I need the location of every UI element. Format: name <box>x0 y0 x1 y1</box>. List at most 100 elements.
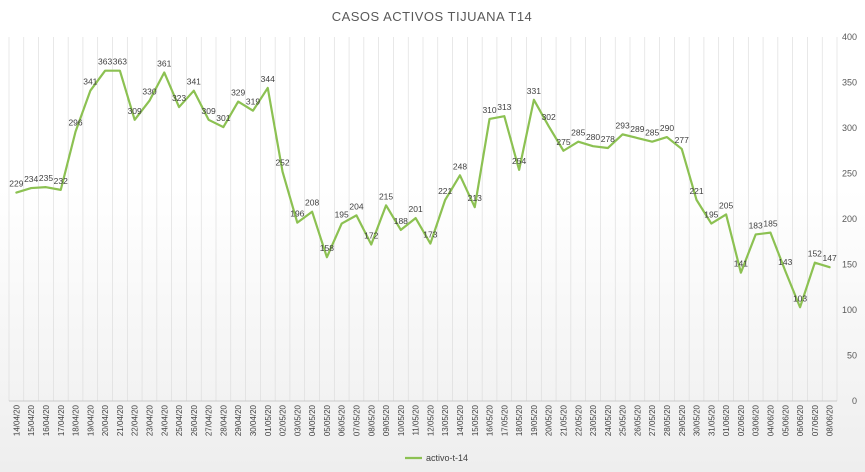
data-point[interactable] <box>635 136 639 140</box>
data-label: 363 <box>98 57 112 67</box>
data-point[interactable] <box>118 69 122 73</box>
data-point[interactable] <box>251 109 255 113</box>
data-point[interactable] <box>561 149 565 153</box>
x-tick-label: 03/06/20 <box>752 404 761 436</box>
data-label: 319 <box>246 97 260 107</box>
data-point[interactable] <box>310 210 314 214</box>
data-point[interactable] <box>517 168 521 172</box>
x-tick-label: 27/05/20 <box>648 404 657 436</box>
x-tick-label: 07/06/20 <box>811 404 820 436</box>
data-point[interactable] <box>74 130 78 134</box>
data-point[interactable] <box>502 114 506 118</box>
data-point[interactable] <box>739 271 743 275</box>
data-point[interactable] <box>147 99 151 103</box>
data-label: 188 <box>394 216 408 226</box>
data-point[interactable] <box>340 222 344 226</box>
data-point[interactable] <box>281 170 285 174</box>
series-layer <box>14 69 832 309</box>
x-tick-label: 21/05/20 <box>559 404 568 436</box>
x-tick-label: 31/05/20 <box>707 404 716 436</box>
x-tick-label: 29/04/20 <box>234 404 243 436</box>
x-tick-label: 04/06/20 <box>766 404 775 436</box>
x-tick-label: 05/05/20 <box>323 404 332 436</box>
data-point[interactable] <box>473 205 477 209</box>
data-point[interactable] <box>754 232 758 236</box>
data-point[interactable] <box>266 86 270 90</box>
y-tick-label: 0 <box>852 396 857 406</box>
data-label: 329 <box>231 88 245 98</box>
data-point[interactable] <box>59 188 63 192</box>
data-point[interactable] <box>709 222 713 226</box>
data-point[interactable] <box>547 124 551 128</box>
data-point[interactable] <box>783 269 787 273</box>
data-label: 201 <box>409 204 423 214</box>
data-point[interactable] <box>177 105 181 109</box>
data-point[interactable] <box>828 265 832 269</box>
legend[interactable]: activo-t-14 <box>405 453 468 463</box>
y-axis: 0 50 100 150 200 250 300 350 400 <box>842 32 857 406</box>
x-tick-label: 22/05/20 <box>574 404 583 436</box>
data-label: 196 <box>290 209 304 219</box>
x-tick-label: 11/05/20 <box>412 404 421 435</box>
data-point[interactable] <box>103 69 107 73</box>
data-point[interactable] <box>295 221 299 225</box>
x-tick-label: 26/04/20 <box>190 404 199 436</box>
series-line-activo-t-14[interactable] <box>15 69 831 309</box>
x-tick-label: 09/05/20 <box>382 404 391 436</box>
data-point[interactable] <box>29 186 33 190</box>
data-point[interactable] <box>354 213 358 217</box>
data-point[interactable] <box>813 261 817 265</box>
x-tick-label: 08/05/20 <box>367 404 376 436</box>
x-tick-label: 23/05/20 <box>589 404 598 436</box>
data-point[interactable] <box>576 140 580 144</box>
data-point[interactable] <box>488 117 492 121</box>
data-point[interactable] <box>621 132 625 136</box>
data-point[interactable] <box>591 144 595 148</box>
data-point[interactable] <box>695 198 699 202</box>
data-point[interactable] <box>207 118 211 122</box>
x-tick-label: 05/06/20 <box>781 404 790 436</box>
y-tick-label: 100 <box>842 305 857 315</box>
x-tick-label: 14/04/20 <box>12 404 21 436</box>
data-point[interactable] <box>399 228 403 232</box>
data-point[interactable] <box>532 98 536 102</box>
data-point[interactable] <box>768 231 772 235</box>
data-label: 363 <box>113 57 127 67</box>
data-point[interactable] <box>44 185 48 189</box>
x-tick-label: 23/04/20 <box>145 404 154 436</box>
data-point[interactable] <box>221 125 225 129</box>
data-point[interactable] <box>606 146 610 150</box>
data-point[interactable] <box>458 173 462 177</box>
data-label: 103 <box>793 293 807 303</box>
x-tick-label: 16/05/20 <box>486 404 495 436</box>
data-label: 290 <box>660 123 674 133</box>
data-label: 331 <box>527 86 541 96</box>
data-point[interactable] <box>798 305 802 309</box>
x-tick-label: 10/05/20 <box>397 404 406 436</box>
data-point[interactable] <box>428 242 432 246</box>
data-point[interactable] <box>414 216 418 220</box>
data-point[interactable] <box>724 212 728 216</box>
data-point[interactable] <box>325 255 329 259</box>
data-point[interactable] <box>88 89 92 93</box>
gridlines <box>8 37 838 401</box>
chart-title: CASOS ACTIVOS TIJUANA T14 <box>332 9 533 24</box>
x-tick-label: 03/05/20 <box>293 404 302 436</box>
data-point[interactable] <box>133 118 137 122</box>
data-point[interactable] <box>192 89 196 93</box>
data-point[interactable] <box>162 70 166 74</box>
data-label: 205 <box>719 200 733 210</box>
data-point[interactable] <box>665 135 669 139</box>
data-point[interactable] <box>236 100 240 104</box>
x-tick-label: 07/05/20 <box>352 404 361 436</box>
data-label: 313 <box>497 102 511 112</box>
x-tick-label: 15/05/20 <box>471 404 480 436</box>
data-point[interactable] <box>650 140 654 144</box>
data-point[interactable] <box>369 242 373 246</box>
data-point[interactable] <box>680 147 684 151</box>
data-point[interactable] <box>443 198 447 202</box>
data-point[interactable] <box>384 203 388 207</box>
data-point[interactable] <box>14 191 18 195</box>
legend-label: activo-t-14 <box>426 453 468 463</box>
